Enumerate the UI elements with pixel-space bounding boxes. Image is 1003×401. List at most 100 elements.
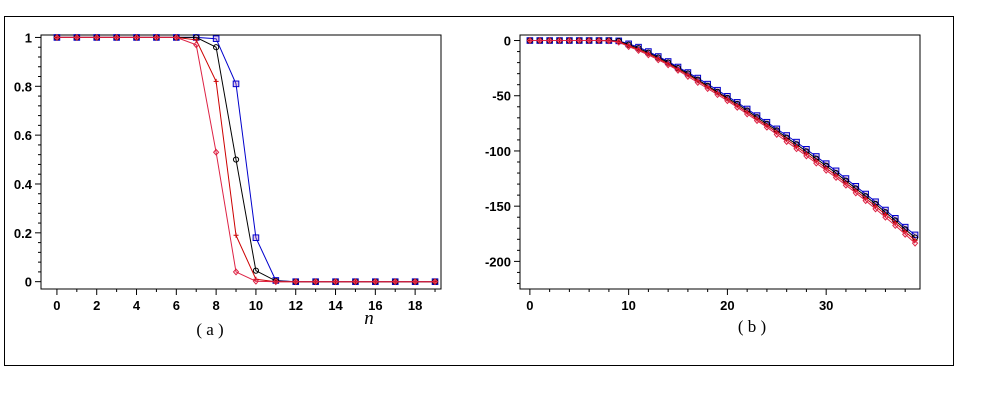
chart-a-data-point [53,33,61,41]
chart-b-data-point [674,66,682,74]
chart-b-data-point [556,36,563,45]
chart-b-data-point [635,46,642,55]
chart-b-data-point [645,51,652,59]
chart-b-y-tick-label: -100 [485,144,511,159]
chart-a: 0 2 4 6 8 10 12 14 16 18 0 0.2 0.4 0.6 0.8 1 ( a ) n [14,30,442,339]
chart-a-series-diamond [53,33,439,286]
chart-a-data-point [232,156,240,163]
chart-a-data-point [312,278,319,286]
chart-b-series-square [526,37,919,239]
chart-a-data-point [193,41,200,49]
chart-b-marks: 0 10 20 30 0 -50 -100 -150 -200 [485,34,919,313]
figure-frame: 0 2 4 6 8 10 12 14 16 18 0 0.2 0.4 0.6 0.8 1 ( a ) n 0 1… [4,16,954,366]
chart-b-data-point [546,36,553,45]
chart-b-x-tick-label: 30 [819,298,833,313]
chart-a-x-tick-label: 2 [93,298,100,313]
chart-b-data-point [882,213,889,221]
chart-b-data-point [576,36,583,45]
chart-b-plot-border [519,34,921,290]
chart-b-data-point [585,36,593,45]
chart-a-x-axis-label: n [364,308,374,329]
chart-a-data-point [372,278,379,286]
chart-b-data-point [743,110,751,118]
chart-b-x-tick-label: 20 [720,298,734,313]
chart-a-data-point [212,35,220,42]
chart-a-data-point [213,44,220,51]
chart-a-data-point [252,277,260,285]
chart-a-x-tick-label: 8 [213,298,220,313]
chart-a-series-line [56,36,435,283]
chart-a-data-point [252,234,260,242]
chart-a-data-point [233,232,239,238]
chart-b-series-diamond [526,36,919,247]
chart-a-data-point [252,267,260,274]
chart-b-data-point [902,230,909,238]
chart-b-data-point [862,197,869,205]
chart-a-caption: ( a ) [196,320,223,339]
chart-b-data-point [526,36,534,45]
chart-b-data-point [872,205,879,213]
chart-b-data-point [704,85,711,93]
chart-b-data-point [664,61,672,69]
chart-b-data-point [813,159,820,167]
chart-b-data-point [842,181,850,189]
chart-a-y-tick-label: 0.4 [14,177,33,192]
chart-a-data-point [73,33,80,41]
chart-a-plot-border [40,34,442,290]
chart-b-data-point [566,36,573,45]
chart-a-data-point [93,33,100,41]
chart-b-data-point [605,37,613,45]
chart-a-series-line [56,36,435,283]
chart-b-data-point [724,97,731,105]
chart-a-series-square [53,34,439,285]
chart-b-series-cross [527,38,918,243]
chart-a-x-tick-label: 18 [408,298,422,313]
chart-a-data-point [332,278,339,286]
chart-b-data-point [615,38,622,46]
chart-b-y-tick-label: -50 [492,89,511,104]
chart-a-x-tick-label: 4 [133,298,141,313]
chart-a-x-tick-label: 14 [328,298,343,313]
chart-b-series-line [529,40,916,241]
chart-a-data-point [232,268,240,276]
chart-b-data-point [684,72,692,80]
chart-a-x-tick-label: 0 [53,298,60,313]
chart-b-data-point [536,36,543,45]
chart-b-series-line [529,40,916,244]
chart-a-y-tick-label: 0.2 [14,226,32,241]
chart-b-data-point [793,145,800,153]
chart-a-x-tick-label: 16 [368,298,382,313]
chart-b-data-point [714,91,721,99]
chart-b-data-point [655,56,662,64]
chart-a-data-point [113,33,120,41]
chart-b-data-point [763,123,771,131]
chart-a-data-point [392,278,399,286]
chart-a-data-point [173,33,180,41]
chart-a-data-point [352,278,359,286]
chart-a-y-tick-label: 0.6 [14,128,32,143]
chart-b-data-point [753,117,761,125]
chart-b-data-point [783,138,790,146]
chart-a-y-tick-label: 0.8 [14,79,32,94]
chart-b-y-tick-label: -150 [485,199,511,214]
chart-b: 0 10 20 30 0 -50 -100 -150 -200 ( b ) [485,34,921,336]
chart-a-data-point [213,78,219,84]
chart-a-data-point [431,278,439,286]
chart-b-data-point [625,43,632,51]
chart-a-y-tick-label: 0 [25,275,32,290]
chart-b-data-point [892,221,899,230]
chart-b-series-line [529,40,916,238]
chart-a-data-point [133,33,140,41]
chart-b-data-point [832,173,840,182]
chart-b-data-point [694,78,701,87]
chart-a-y-tick-label: 1 [25,30,32,45]
chart-b-x-tick-label: 0 [526,298,533,313]
chart-b-data-point [803,152,810,160]
chart-a-x-tick-label: 6 [173,298,180,313]
chart-a-x-tick-label: 10 [249,298,263,313]
chart-b-data-point [852,189,859,197]
chart-b-data-point [773,130,780,138]
chart-a-marks: 0 2 4 6 8 10 12 14 16 18 0 0.2 0.4 0.6 0.8 1 [14,30,439,313]
chart-b-data-point [595,36,603,45]
chart-a-x-tick-label: 12 [288,298,302,313]
